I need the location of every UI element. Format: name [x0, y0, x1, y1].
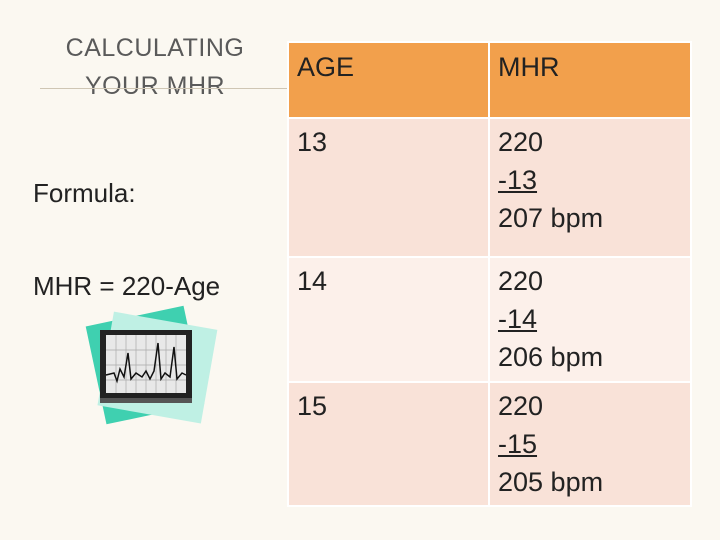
age-cell: 13: [287, 117, 490, 258]
mhr-line: 220: [498, 127, 544, 157]
mhr-line: 220: [498, 391, 544, 421]
mhr-line: 220: [498, 266, 544, 296]
title-rule: [40, 88, 290, 89]
mhr-cell: 220 -14 206 bpm: [488, 256, 692, 383]
mhr-cell: 220 -13 207 bpm: [488, 117, 692, 258]
mhr-line: 206 bpm: [498, 342, 604, 372]
header-row: AGE MHR: [287, 41, 692, 119]
mhr-table: AGE MHR 13 220 -13 207 bpm 14 220 -14 206 bpm 15…: [287, 41, 692, 507]
column-header: MHR: [488, 41, 692, 119]
age-cell: 15: [287, 381, 490, 507]
column-header: AGE: [287, 41, 490, 119]
title-line: CALCULATING: [65, 34, 245, 62]
mhr-line: -13: [498, 165, 538, 195]
table-row: 15 220 -15 205 bpm: [287, 381, 692, 507]
formula-label: Formula:: [33, 178, 136, 208]
title-line: YOUR MHR: [84, 72, 226, 100]
mhr-line: -15: [498, 429, 538, 459]
mhr-cell: 220 -15 205 bpm: [488, 381, 692, 507]
mhr-line: -14: [498, 304, 538, 334]
table-row: 13 220 -13 207 bpm: [287, 117, 692, 258]
formula-text: MHR = 220-Age: [33, 271, 221, 301]
table-row: 14 220 -14 206 bpm: [287, 256, 692, 383]
ecg-icon: [85, 305, 218, 425]
mhr-line: 207 bpm: [498, 203, 604, 233]
age-cell: 14: [287, 256, 490, 383]
mhr-line: 205 bpm: [498, 467, 604, 497]
